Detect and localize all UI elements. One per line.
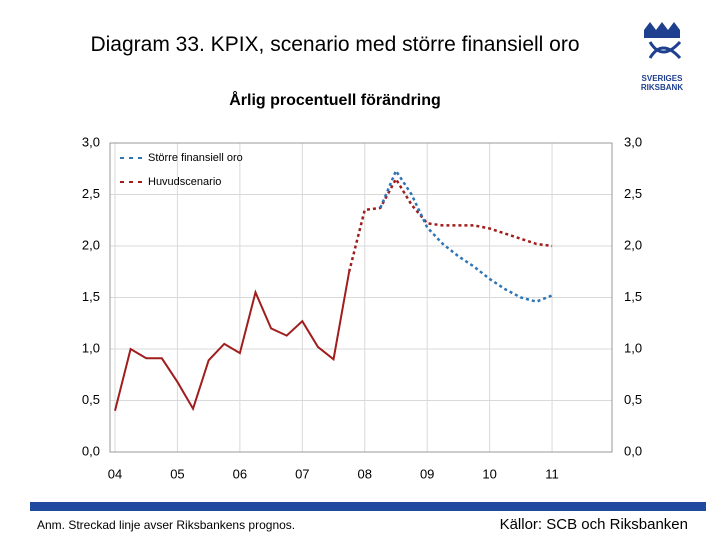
y2-tick-label: 1,5 (624, 289, 642, 304)
plot-frame (109, 142, 613, 453)
x-tick-label: 11 (545, 466, 559, 481)
chart-title: Diagram 33. KPIX, scenario med större fi… (90, 33, 580, 56)
footnote: Anm. Streckad linje avser Riksbankens pr… (37, 518, 296, 532)
chart-subtitle: Årlig procentuell förändring (229, 92, 441, 109)
y-tick-label: 0,0 (82, 443, 100, 458)
series-line (379, 168, 553, 303)
y2-tick-label: 2,5 (624, 186, 642, 201)
logo-crown (644, 22, 680, 38)
x-tick-label: 06 (233, 466, 247, 481)
logo: SVERIGES RIKSBANK (641, 22, 683, 92)
footer-bar (30, 502, 706, 511)
x-tick-label: 04 (108, 466, 122, 481)
y-tick-label: 0,5 (82, 392, 100, 407)
y-tick-label: 3,0 (82, 134, 100, 149)
x-tick-label: 07 (295, 466, 309, 481)
logo-text: RIKSBANK (641, 83, 683, 92)
y-tick-label: 2,0 (82, 237, 100, 252)
series-line (347, 176, 553, 273)
y-tick-label: 1,0 (82, 340, 100, 355)
y2-tick-label: 3,0 (624, 134, 642, 149)
y-tick-label: 2,5 (82, 186, 100, 201)
source: Källor: SCB och Riksbanken (499, 516, 688, 533)
x-tick-label: 08 (358, 466, 372, 481)
series-line (114, 271, 351, 412)
y2-tick-label: 0,5 (624, 392, 642, 407)
logo-emblem (648, 40, 682, 60)
y-tick-label: 1,5 (82, 289, 100, 304)
y2-tick-label: 0,0 (624, 443, 642, 458)
x-tick-label: 10 (482, 466, 496, 481)
y2-tick-label: 2,0 (624, 237, 642, 252)
x-tick-label: 09 (420, 466, 434, 481)
legend-label: Större finansiell oro (148, 152, 243, 164)
x-tick-label: 05 (170, 466, 184, 481)
y2-tick-label: 1,0 (624, 340, 642, 355)
legend-label: Huvudscenario (148, 176, 221, 188)
logo-text: SVERIGES (642, 74, 684, 83)
